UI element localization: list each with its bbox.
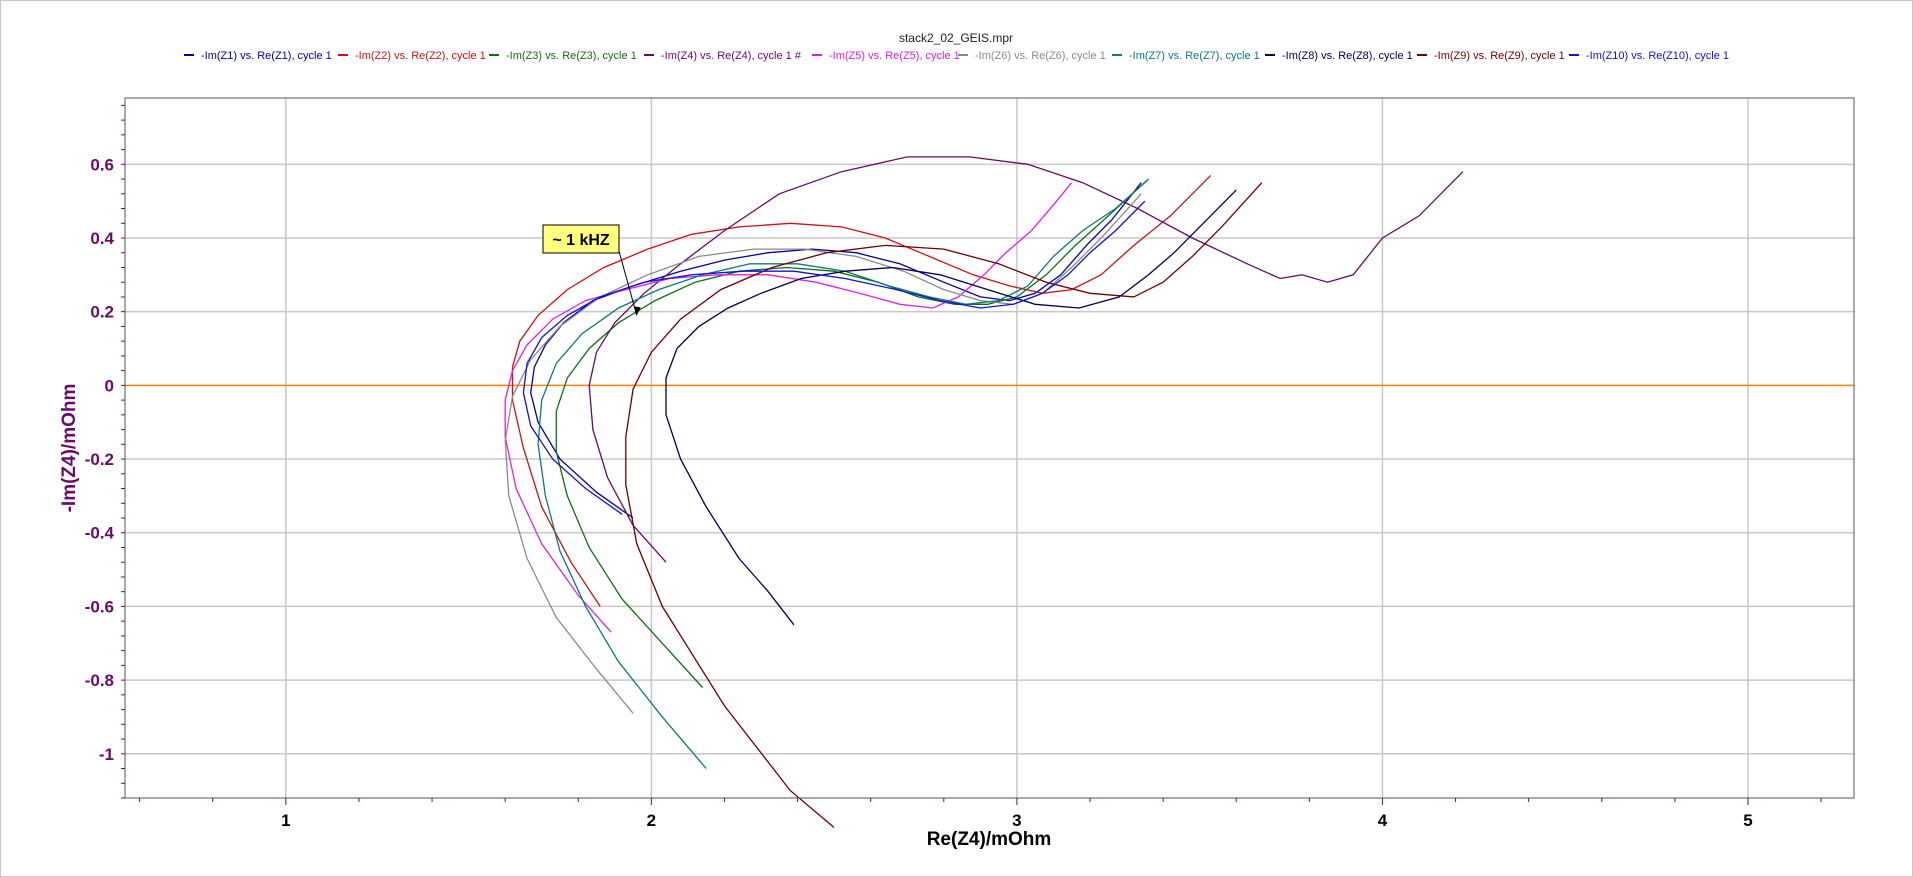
series-line-z5: [504, 182, 1073, 633]
series-line-z3: [555, 178, 1149, 688]
series-line-z8: [665, 189, 1237, 626]
y-tick-label: 0.6: [90, 155, 114, 174]
x-tick-label: 4: [1378, 811, 1388, 830]
y-tick-label: 0: [105, 376, 114, 395]
legend-entry-z9: -Im(Z9) vs. Re(Z9), cycle 1: [1434, 50, 1565, 62]
legend-entry-z1: -Im(Z1) vs. Re(Z1), cycle 1: [201, 50, 332, 62]
chart-title: stack2_02_GEIS.mpr: [899, 31, 1013, 45]
y-tick-label: -0.6: [85, 597, 114, 616]
series-line-z4: [588, 156, 1464, 563]
y-tick-label: -0.2: [85, 450, 114, 469]
plot-border: [124, 97, 1855, 799]
legend-entry-z4: -Im(Z4) vs. Re(Z4), cycle 1 #: [661, 50, 802, 62]
x-tick-label: 1: [281, 811, 290, 830]
x-tick-labels: 1 2 3 4 5: [281, 811, 1753, 830]
y-tick-label: -0.8: [85, 671, 114, 690]
legend-entry-z8: -Im(Z8) vs. Re(Z8), cycle 1: [1282, 50, 1413, 62]
legend-entry-z3: -Im(Z3) vs. Re(Z3), cycle 1: [506, 50, 637, 62]
x-tick-label: 3: [1012, 811, 1021, 830]
series-line-z7: [537, 178, 1149, 769]
series-line-z9: [625, 182, 1263, 828]
legend-entry-z7: -Im(Z7) vs. Re(Z7), cycle 1: [1129, 50, 1260, 62]
series-line-z1: [530, 182, 1142, 519]
x-tick-label: 2: [647, 811, 656, 830]
series-layer: [504, 156, 1464, 828]
x-tick-label: 5: [1743, 811, 1752, 830]
legend-entry-z5: -Im(Z5) vs. Re(Z5), cycle 1: [829, 50, 960, 62]
y-tick-label: 0.4: [90, 229, 114, 248]
annotation-arrowhead: [633, 306, 641, 316]
y-tick-label: 0.2: [90, 303, 114, 322]
y-tick-label: -0.4: [85, 524, 115, 543]
y-tick-label: -1: [99, 745, 114, 764]
minor-ticks: [121, 104, 1822, 805]
y-axis-label: -Im(Z4)/mOhm: [59, 384, 80, 513]
legend-entry-z2: -Im(Z2) vs. Re(Z2), cycle 1: [355, 50, 486, 62]
series-line-z10: [522, 200, 1146, 515]
legend-entry-z6: -Im(Z6) vs. Re(Z6), cycle 1: [975, 50, 1106, 62]
grid: [125, 98, 1854, 798]
y-tick-labels: 0.6 0.4 0.2 0 -0.2 -0.4 -0.6 -0.8 -1: [85, 155, 115, 763]
annotation-label: ~ 1 kHZ: [552, 232, 610, 249]
x-axis-label: Re(Z4)/mOhm: [927, 829, 1052, 850]
legend-entry-z10: -Im(Z10) vs. Re(Z10), cycle 1: [1586, 50, 1729, 62]
annotation-arrow: [618, 250, 638, 316]
annotation-box: [542, 224, 620, 254]
legend: -Im(Z1) vs. Re(Z1), cycle 1 -Im(Z2) vs. R…: [184, 50, 1729, 62]
frequency-annotation: ~ 1 kHZ: [542, 224, 641, 316]
